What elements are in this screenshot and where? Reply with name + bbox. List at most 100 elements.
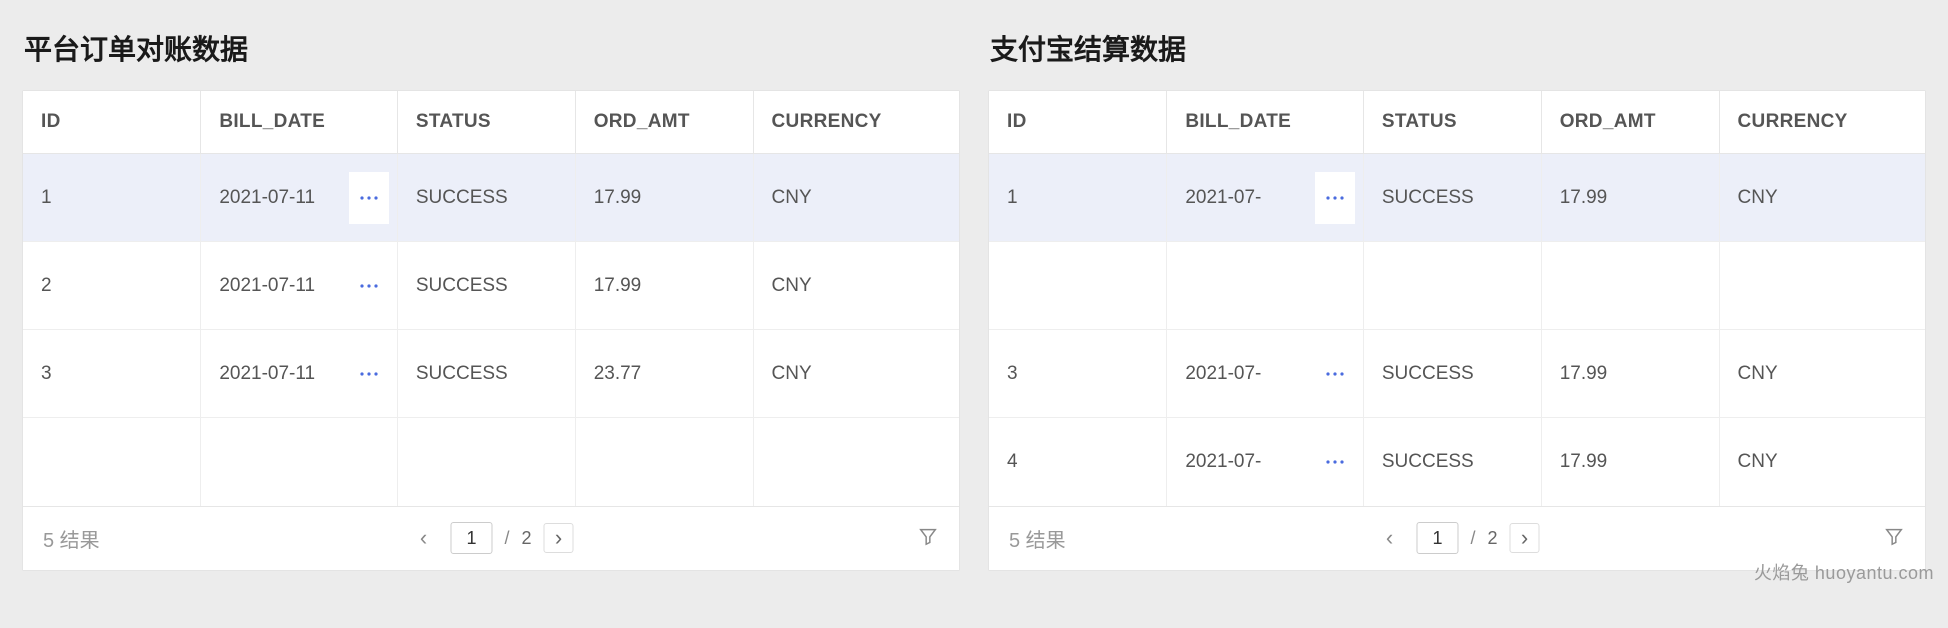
col-header-billdate[interactable]: BILL_DATE <box>201 91 398 154</box>
right-panel: 支付宝结算数据 ID BILL_DATE STATUS ORD_AMT CURR… <box>988 28 1926 571</box>
col-header-ordamt[interactable]: ORD_AMT <box>1541 91 1719 154</box>
cell-status: SUCCESS <box>1363 330 1541 418</box>
cell-ordamt: 17.99 <box>1541 154 1719 242</box>
cell-currency: CNY <box>753 242 959 330</box>
cell-status <box>397 418 575 506</box>
right-tbody: 12021-07-SUCCESS17.99CNY32021-07-SUCCESS… <box>989 154 1925 506</box>
cell-billdate <box>201 418 398 506</box>
cell-billdate: 2021-07-11 <box>201 242 398 330</box>
cell-status: SUCCESS <box>397 330 575 418</box>
right-table: ID BILL_DATE STATUS ORD_AMT CURRENCY 1 20… <box>989 91 1925 506</box>
cell-currency: CNY <box>1719 154 1925 242</box>
left-results-text: 5 结果 <box>43 524 100 553</box>
cell-ordamt: 17.99 <box>575 242 753 330</box>
more-icon[interactable] <box>1315 436 1355 488</box>
main-container: 平台订单对账数据 ID BILL_DATE STATUS ORD_AMT CUR… <box>0 0 1948 591</box>
billdate-text: 2021-07-11 <box>219 363 315 385</box>
cell-currency: CNY <box>1719 330 1925 418</box>
page-separator: / <box>1470 528 1475 549</box>
col-header-id[interactable]: ID <box>989 91 1167 154</box>
left-panel-title: 平台订单对账数据 <box>22 28 960 68</box>
cell-billdate: 2021-07-11 <box>201 154 398 242</box>
col-header-currency[interactable]: CURRENCY <box>753 91 959 154</box>
cell-ordamt <box>1541 242 1719 330</box>
table-row[interactable]: 1 2021-07-11 SUCCESS17.99CNY <box>23 154 959 242</box>
left-table-wrap: ID BILL_DATE STATUS ORD_AMT CURRENCY 1 20… <box>22 90 960 571</box>
cell-id: 3 <box>989 330 1167 418</box>
col-header-id[interactable]: ID <box>23 91 201 154</box>
billdate-text: 2021-07-11 <box>219 275 315 297</box>
table-row[interactable] <box>989 242 1925 330</box>
col-header-billdate[interactable]: BILL_DATE <box>1167 91 1364 154</box>
cell-ordamt <box>575 418 753 506</box>
col-header-status[interactable]: STATUS <box>397 91 575 154</box>
col-header-status[interactable]: STATUS <box>1363 91 1541 154</box>
cell-billdate: 2021-07- <box>1167 154 1364 242</box>
cell-id <box>23 418 201 506</box>
cell-ordamt: 17.99 <box>1541 330 1719 418</box>
left-table-footer: 5 结果 ‹ / 2 › <box>23 506 959 570</box>
cell-billdate: 2021-07- <box>1167 330 1364 418</box>
left-panel: 平台订单对账数据 ID BILL_DATE STATUS ORD_AMT CUR… <box>22 28 960 571</box>
table-row[interactable]: 3 2021-07-11 SUCCESS23.77CNY <box>23 330 959 418</box>
cell-currency: CNY <box>753 330 959 418</box>
col-header-currency[interactable]: CURRENCY <box>1719 91 1925 154</box>
cell-id: 4 <box>989 418 1167 506</box>
cell-ordamt: 23.77 <box>575 330 753 418</box>
more-icon[interactable] <box>1315 172 1355 224</box>
filter-icon[interactable] <box>1883 525 1905 552</box>
right-table-wrap: ID BILL_DATE STATUS ORD_AMT CURRENCY 1 20… <box>988 90 1926 571</box>
table-row[interactable]: 1 2021-07- SUCCESS17.99CNY <box>989 154 1925 242</box>
cell-billdate: 2021-07-11 <box>201 330 398 418</box>
billdate-text: 2021-07- <box>1185 451 1261 473</box>
page-input[interactable] <box>1416 522 1458 554</box>
cell-id: 1 <box>989 154 1167 242</box>
right-results-text: 5 结果 <box>1009 524 1066 553</box>
table-row[interactable]: 2 2021-07-11 SUCCESS17.99CNY <box>23 242 959 330</box>
cell-id <box>989 242 1167 330</box>
table-row[interactable] <box>23 418 959 506</box>
cell-currency <box>1719 242 1925 330</box>
cell-billdate <box>1167 242 1364 330</box>
cell-billdate: 2021-07- <box>1167 418 1364 506</box>
watermark-text: 火焰兔 huoyantu.com <box>1754 559 1934 585</box>
right-pager: ‹ / 2 › <box>1374 522 1539 554</box>
cell-status: SUCCESS <box>397 242 575 330</box>
more-icon[interactable] <box>1315 348 1355 400</box>
page-separator: / <box>504 528 509 549</box>
left-table: ID BILL_DATE STATUS ORD_AMT CURRENCY 1 20… <box>23 91 959 506</box>
prev-page-button[interactable]: ‹ <box>408 523 438 553</box>
cell-ordamt: 17.99 <box>1541 418 1719 506</box>
next-page-button[interactable]: › <box>544 523 574 553</box>
table-row[interactable]: 3 2021-07- SUCCESS17.99CNY <box>989 330 1925 418</box>
table-row[interactable]: 4 2021-07- SUCCESS17.99CNY <box>989 418 1925 506</box>
cell-currency: CNY <box>753 154 959 242</box>
cell-status <box>1363 242 1541 330</box>
right-panel-title: 支付宝结算数据 <box>988 28 1926 68</box>
prev-page-button[interactable]: ‹ <box>1374 523 1404 553</box>
page-total: 2 <box>522 528 532 549</box>
page-total: 2 <box>1488 528 1498 549</box>
cell-ordamt: 17.99 <box>575 154 753 242</box>
more-icon[interactable] <box>349 172 389 224</box>
left-pager: ‹ / 2 › <box>408 522 573 554</box>
cell-currency: CNY <box>1719 418 1925 506</box>
billdate-text: 2021-07-11 <box>219 187 315 209</box>
next-page-button[interactable]: › <box>1510 523 1540 553</box>
cell-id: 3 <box>23 330 201 418</box>
left-tbody: 1 2021-07-11 SUCCESS17.99CNY 2 2021-07-11 SUC… <box>23 154 959 506</box>
billdate-text: 2021-07- <box>1185 363 1261 385</box>
more-icon[interactable] <box>349 260 389 312</box>
cell-status: SUCCESS <box>397 154 575 242</box>
left-header-row: ID BILL_DATE STATUS ORD_AMT CURRENCY <box>23 91 959 154</box>
cell-status: SUCCESS <box>1363 418 1541 506</box>
more-icon[interactable] <box>349 348 389 400</box>
cell-currency <box>753 418 959 506</box>
col-header-ordamt[interactable]: ORD_AMT <box>575 91 753 154</box>
cell-id: 1 <box>23 154 201 242</box>
filter-icon[interactable] <box>917 525 939 552</box>
cell-status: SUCCESS <box>1363 154 1541 242</box>
billdate-text: 2021-07- <box>1185 187 1261 209</box>
cell-id: 2 <box>23 242 201 330</box>
page-input[interactable] <box>450 522 492 554</box>
